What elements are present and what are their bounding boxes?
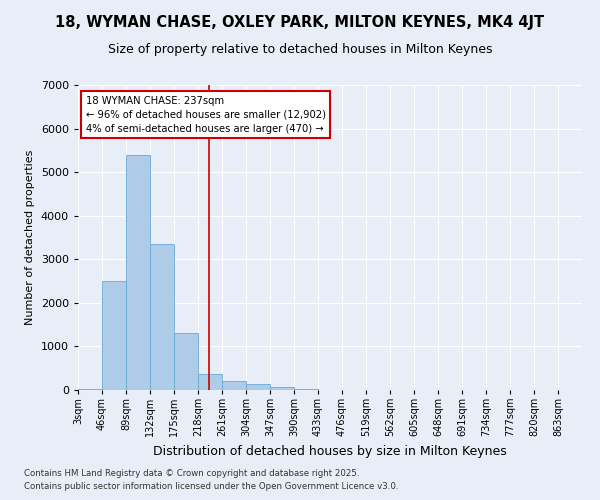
Text: Contains public sector information licensed under the Open Government Licence v3: Contains public sector information licen… bbox=[24, 482, 398, 491]
Text: 18, WYMAN CHASE, OXLEY PARK, MILTON KEYNES, MK4 4JT: 18, WYMAN CHASE, OXLEY PARK, MILTON KEYN… bbox=[55, 15, 545, 30]
Bar bbox=[222, 382, 246, 390]
Bar bbox=[102, 281, 126, 390]
Bar bbox=[174, 334, 198, 390]
X-axis label: Distribution of detached houses by size in Milton Keynes: Distribution of detached houses by size … bbox=[153, 445, 507, 458]
Bar bbox=[198, 374, 222, 390]
Text: 18 WYMAN CHASE: 237sqm
← 96% of detached houses are smaller (12,902)
4% of semi-: 18 WYMAN CHASE: 237sqm ← 96% of detached… bbox=[86, 96, 326, 134]
Bar bbox=[126, 154, 150, 390]
Bar bbox=[150, 244, 174, 390]
Y-axis label: Number of detached properties: Number of detached properties bbox=[25, 150, 35, 325]
Bar bbox=[270, 388, 294, 390]
Bar bbox=[246, 384, 270, 390]
Text: Size of property relative to detached houses in Milton Keynes: Size of property relative to detached ho… bbox=[108, 42, 492, 56]
Bar bbox=[78, 389, 102, 390]
Text: Contains HM Land Registry data © Crown copyright and database right 2025.: Contains HM Land Registry data © Crown c… bbox=[24, 468, 359, 477]
